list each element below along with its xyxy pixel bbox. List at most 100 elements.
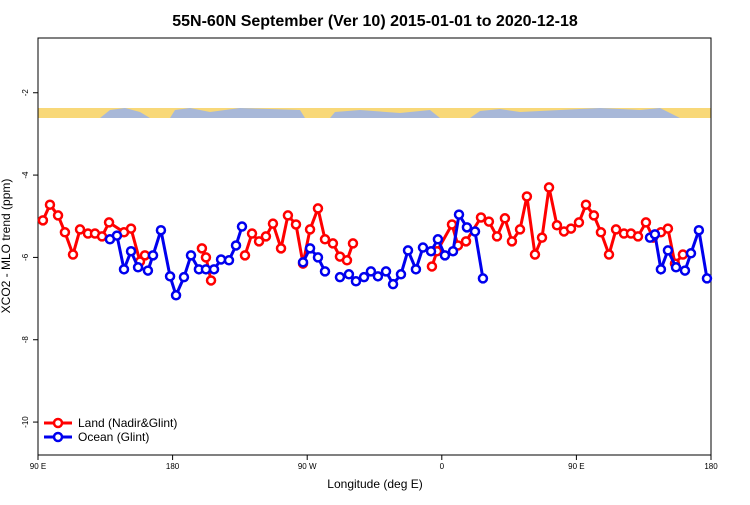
data-point [580, 199, 592, 210]
data-point [395, 269, 407, 280]
data-point [477, 273, 489, 284]
data-point [506, 236, 518, 247]
data-point [223, 255, 235, 266]
data-point [312, 203, 324, 214]
series-line [301, 245, 327, 273]
data-point [350, 276, 362, 287]
data-point [499, 213, 511, 224]
data-point [453, 209, 465, 220]
data-point [334, 271, 346, 283]
data-point [297, 257, 309, 268]
data-point [290, 219, 302, 230]
data-point [200, 252, 212, 263]
data-point [125, 245, 137, 257]
data-point [410, 264, 422, 275]
data-point [208, 264, 220, 275]
x-tick-label: 90 W [298, 462, 317, 471]
data-point [52, 210, 64, 221]
data-point [521, 191, 533, 202]
data-point [358, 271, 370, 283]
x-tick-label: 90 E [568, 462, 584, 471]
data-point [588, 210, 600, 221]
data-point [380, 266, 392, 277]
x-tick-label: 180 [704, 462, 718, 471]
data-point [677, 249, 689, 260]
data-point [304, 243, 316, 254]
data-point [640, 217, 652, 228]
data-point [483, 216, 495, 227]
data-point [649, 229, 661, 240]
data-point [655, 264, 667, 275]
data-point [200, 264, 212, 275]
data-point [59, 227, 71, 238]
data-point [178, 271, 190, 283]
data-point [701, 273, 713, 284]
data-point [239, 250, 251, 261]
data-point [603, 249, 615, 260]
data-point [461, 222, 473, 233]
data-point [439, 250, 451, 261]
data-point [44, 199, 56, 210]
data-point [111, 230, 123, 241]
data-point [387, 278, 399, 290]
data-point [267, 218, 279, 229]
data-point [327, 238, 339, 249]
data-point [118, 264, 130, 275]
x-tick-label: 180 [166, 462, 180, 471]
data-point [74, 224, 86, 235]
y-tick-label: -8 [21, 336, 30, 344]
data-point [170, 290, 182, 301]
data-point [125, 223, 137, 234]
data-point [275, 243, 287, 254]
data-point [185, 250, 197, 261]
data-point [475, 212, 487, 223]
y-tick-label: -10 [21, 416, 30, 428]
y-tick-label: -2 [21, 89, 30, 97]
data-point [155, 224, 167, 236]
data-point [236, 221, 248, 232]
data-point [343, 269, 355, 280]
data-point [164, 271, 176, 282]
map-strip [38, 108, 711, 118]
data-point [142, 265, 154, 276]
data-point [319, 234, 331, 245]
data-point [230, 240, 242, 251]
data-point [529, 249, 541, 260]
data-point [205, 275, 217, 286]
y-tick-label: -4 [21, 171, 30, 179]
data-point [679, 265, 691, 276]
data-point [103, 217, 115, 228]
data-point [632, 231, 644, 242]
data-point [67, 249, 79, 260]
data-point [565, 223, 577, 234]
data-point [402, 245, 414, 256]
data-point [491, 231, 503, 242]
y-tick-label: -6 [21, 253, 30, 261]
plot-frame [37, 37, 712, 456]
data-point [573, 217, 585, 228]
data-point [460, 236, 472, 247]
data-point [304, 224, 316, 235]
data-point [595, 227, 607, 238]
data-point [514, 224, 526, 235]
data-point [536, 232, 548, 243]
data-point [662, 223, 674, 234]
data-point [341, 255, 353, 266]
data-point [37, 215, 49, 226]
x-axis-label: Longitude (deg E) [327, 477, 422, 491]
legend-marker [52, 417, 64, 429]
data-point [670, 262, 682, 273]
data-point [139, 250, 151, 261]
data-point [432, 234, 444, 245]
data-point [469, 226, 481, 237]
legend-label: Ocean (Glint) [78, 430, 149, 444]
data-point [312, 252, 324, 263]
data-point [417, 242, 429, 253]
data-point [426, 261, 438, 272]
data-point [685, 248, 697, 259]
data-point [319, 266, 331, 277]
data-point [196, 243, 208, 254]
data-point [147, 250, 159, 261]
data-point [447, 245, 459, 257]
